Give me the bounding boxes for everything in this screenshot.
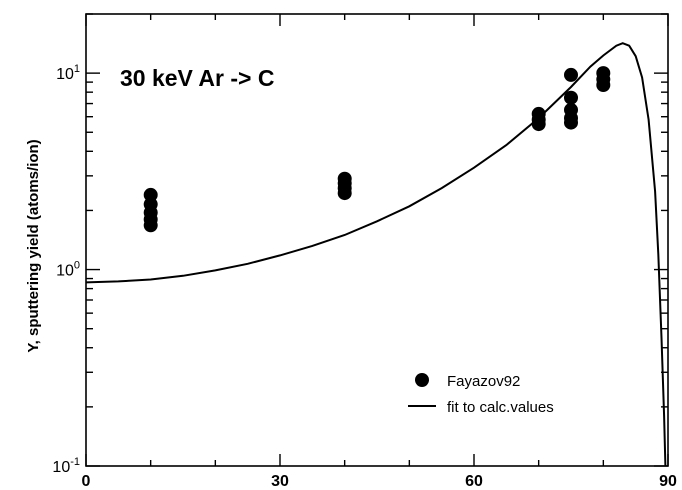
data-point <box>143 218 158 233</box>
data-point <box>337 186 352 201</box>
legend-label-scatter: Fayazov92 <box>447 373 520 390</box>
data-point <box>596 78 611 92</box>
y-tick-label: 10-1 <box>52 456 80 476</box>
y-tick-label: 100 <box>56 260 80 280</box>
x-tick-label: 60 <box>465 473 483 490</box>
legend-label-line: fit to calc.values <box>447 399 554 416</box>
plot-frame <box>85 13 669 467</box>
y-tick-label: 101 <box>56 63 80 83</box>
y-tick-labels: 10-1 100 101 <box>52 63 80 476</box>
data-point <box>531 117 546 132</box>
legend-marker-scatter <box>415 373 429 387</box>
fit-curve <box>86 42 667 466</box>
y-axis-label: Y, sputtering yield (atoms/ion) <box>25 139 42 352</box>
x-tick-label: 30 <box>271 473 289 490</box>
x-tick-label: 0 <box>82 473 91 490</box>
data-point <box>564 115 578 130</box>
points-layer <box>143 66 611 233</box>
chart-annotation: 30 keV Ar -> C <box>120 65 274 91</box>
x-tick-label: 90 <box>659 473 677 490</box>
x-tick-labels: 0 30 60 90 <box>82 473 677 490</box>
data-point <box>564 90 578 105</box>
fit-layer <box>86 42 667 466</box>
data-point <box>564 67 578 82</box>
legend: Fayazov92 fit to calc.values <box>408 373 554 416</box>
